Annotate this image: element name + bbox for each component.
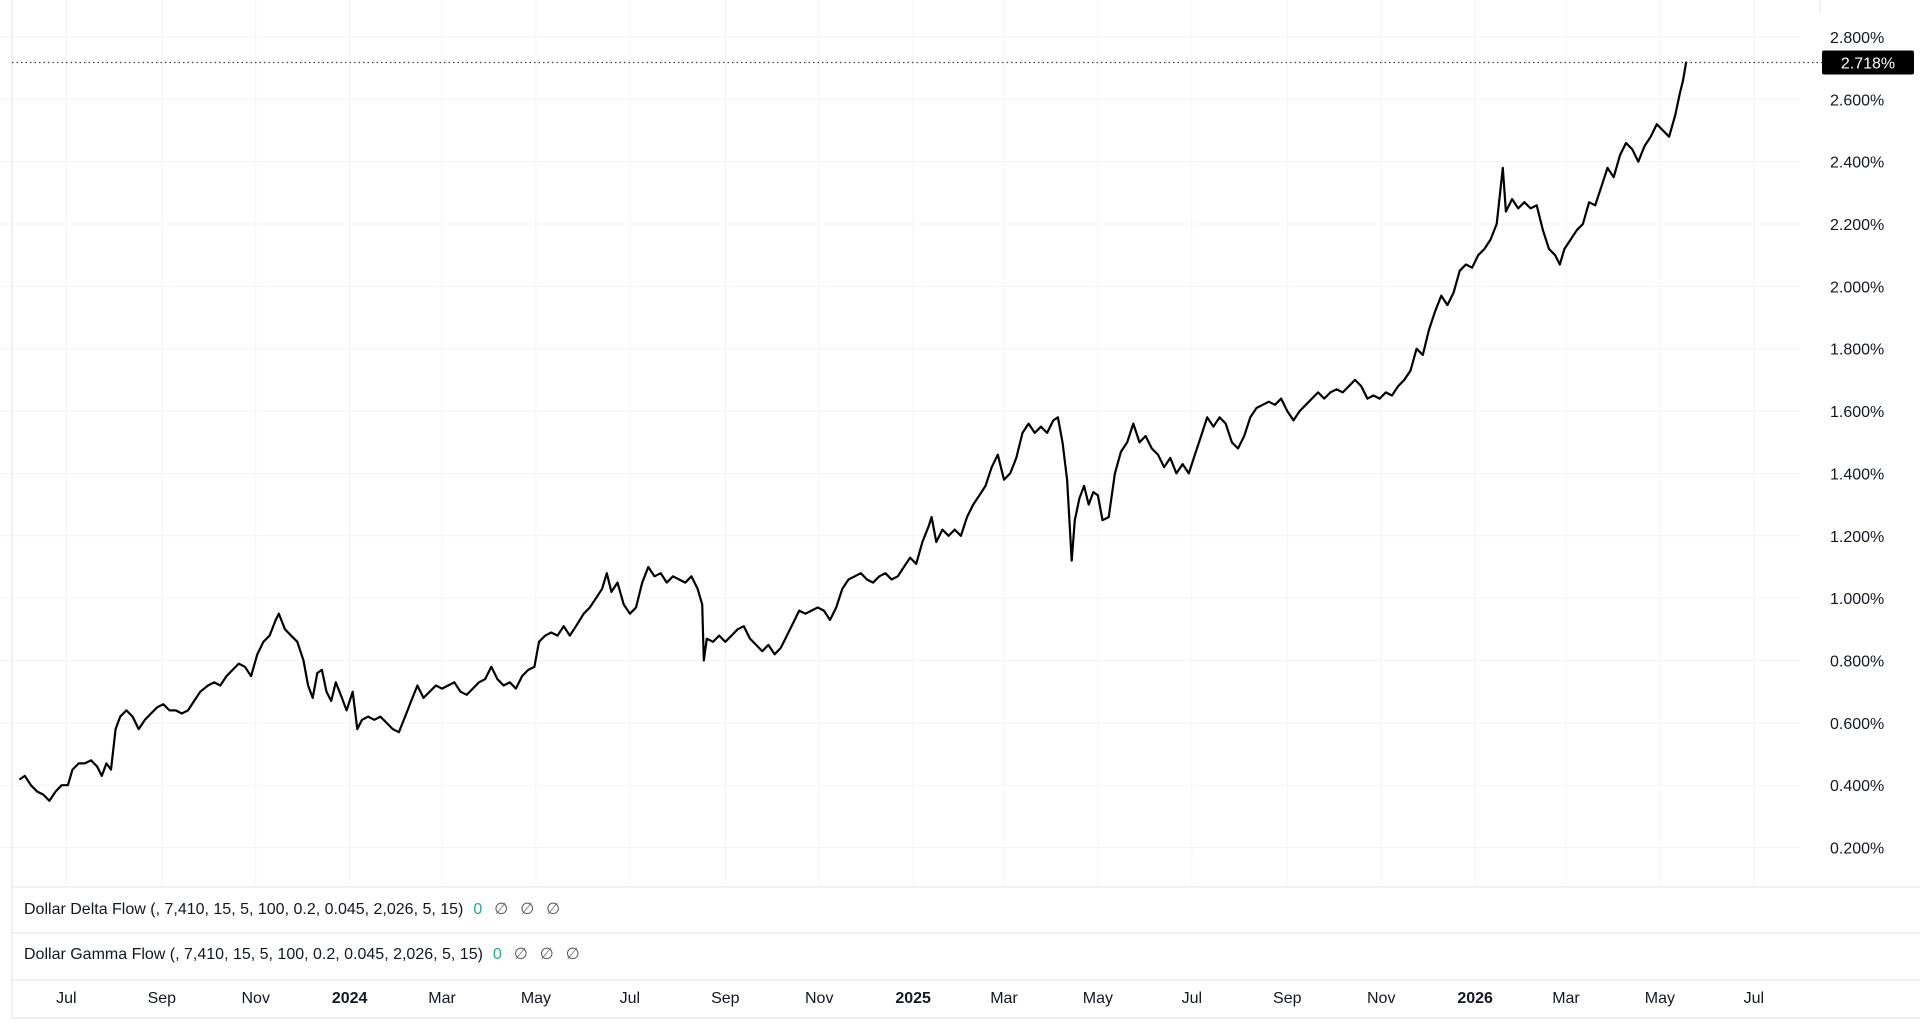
y-tick-label: 2.400% (1830, 155, 1884, 172)
x-tick-label: Mar (1552, 990, 1580, 1007)
series-line (19, 61, 1688, 802)
last-value-label: 2.718% (1841, 56, 1895, 73)
pane-dividers (11, 0, 1920, 1019)
horizontal-gridlines (0, 36, 1800, 849)
indicator-value: 0 (473, 901, 483, 918)
null-value: ∅ (513, 946, 528, 963)
y-tick-label: 0.400% (1830, 778, 1884, 795)
x-tick-label: Sep (1273, 990, 1302, 1007)
y-tick-label: 0.200% (1830, 841, 1884, 858)
y-tick-label: 1.800% (1830, 342, 1884, 359)
x-tick-label: Jul (56, 990, 76, 1007)
y-tick-label: 0.600% (1830, 716, 1884, 733)
x-tick-label: May (1645, 990, 1675, 1007)
x-tick-label: Nov (241, 990, 269, 1007)
vertical-gridlines (65, 0, 1755, 885)
null-value: ∅ (565, 946, 580, 963)
y-tick-label: 2.600% (1830, 92, 1884, 109)
x-tick-label: Sep (711, 990, 740, 1007)
x-tick-label: Jul (1182, 990, 1202, 1007)
indicator-label: Dollar Delta Flow (, 7,410, 15, 5, 100, … (24, 901, 464, 918)
series-layer (19, 61, 1688, 802)
y-tick-label: 1.000% (1830, 591, 1884, 608)
y-tick-label: 1.200% (1830, 529, 1884, 546)
y-tick-label: 2.000% (1830, 279, 1884, 296)
null-value: ∅ (546, 901, 561, 918)
y-tick-label: 2.800% (1830, 30, 1884, 47)
y-tick-label: 0.800% (1830, 654, 1884, 671)
last-value-badge (1822, 50, 1914, 75)
x-tick-label: Jul (620, 990, 640, 1007)
indicator-legend-gamma[interactable]: Dollar Gamma Flow (, 7,410, 15, 5, 100, … (24, 945, 580, 965)
x-axis[interactable]: Jul Sep Nov 2024 Mar May Jul Sep Nov 2025 Mar May Ju… (56, 990, 1764, 1007)
x-tick-label: Jul (1744, 990, 1764, 1007)
x-tick-label: Nov (805, 990, 833, 1007)
x-tick-label: 2026 (1457, 990, 1493, 1007)
indicator-legend-delta[interactable]: Dollar Delta Flow (, 7,410, 15, 5, 100, … (24, 900, 560, 920)
indicator-value: 0 (492, 946, 502, 963)
x-tick-label: May (521, 990, 551, 1007)
x-tick-label: 2024 (332, 990, 368, 1007)
x-tick-label: Mar (428, 990, 456, 1007)
x-tick-label: May (1083, 990, 1113, 1007)
y-tick-label: 1.600% (1830, 404, 1884, 421)
x-tick-label: Mar (990, 990, 1018, 1007)
x-tick-label: Sep (148, 990, 177, 1007)
y-tick-label: 2.200% (1830, 217, 1884, 234)
null-value: ∅ (494, 901, 509, 918)
null-value: ∅ (520, 901, 535, 918)
y-tick-label: 1.400% (1830, 466, 1884, 483)
y-axis[interactable]: 0.200% 0.400% 0.600% 0.800% 1.000% 1.200% 1.40… (1822, 30, 1914, 858)
null-value: ∅ (539, 946, 554, 963)
x-tick-label: Nov (1367, 990, 1395, 1007)
x-tick-label: 2025 (895, 990, 931, 1007)
indicator-label: Dollar Gamma Flow (, 7,410, 15, 5, 100, … (24, 946, 483, 963)
